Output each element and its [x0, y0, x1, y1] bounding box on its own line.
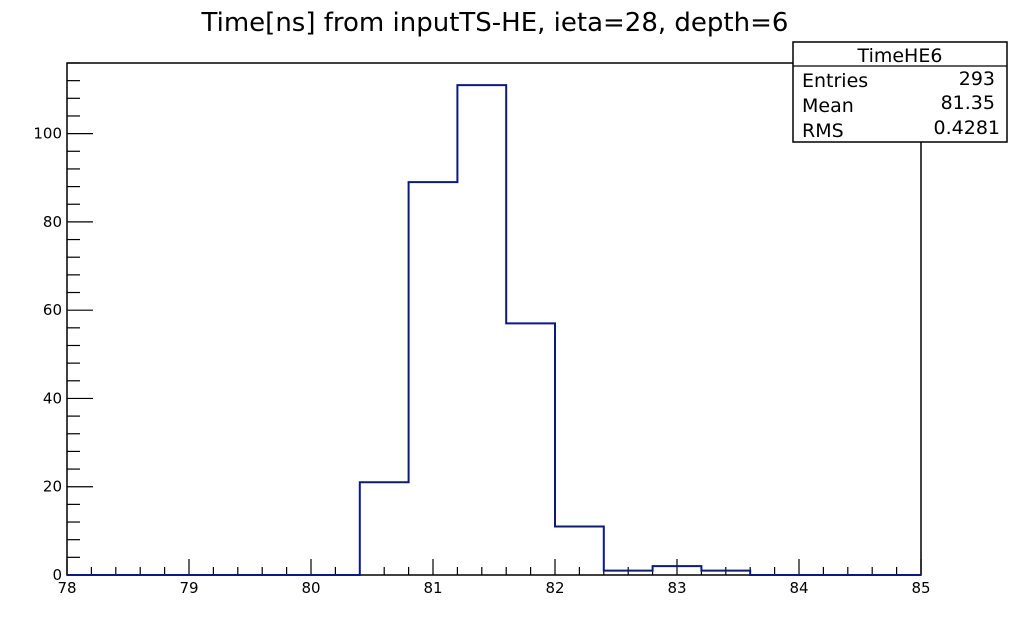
stats-entries-value: 293: [959, 68, 995, 90]
stats-mean-label: Mean: [802, 95, 854, 117]
plot-frame: [66, 62, 922, 576]
histogram-bin: [457, 85, 506, 575]
stats-rms-label: RMS: [802, 120, 844, 142]
histogram-bin: [555, 526, 604, 575]
x-tick-label: 83: [667, 579, 686, 597]
y-tick-label: 100: [33, 125, 62, 143]
y-tick-label: 40: [43, 389, 62, 407]
histogram-bin: [506, 323, 555, 575]
x-tick-label: 78: [57, 579, 76, 597]
x-tick-label: 79: [179, 579, 198, 597]
histogram-bin: [360, 482, 409, 575]
x-tick-label: 85: [911, 579, 930, 597]
histogram-series: [67, 84, 921, 576]
y-tick-label: 20: [43, 478, 62, 496]
stats-mean-value: 81.35: [941, 92, 995, 114]
x-tick-label: 84: [789, 579, 808, 597]
x-tick-label: 80: [301, 579, 320, 597]
y-axis: 0 20 40 60 80 100: [33, 62, 93, 584]
histogram-bin: [409, 182, 458, 575]
stats-box-frame: [792, 41, 1008, 143]
y-tick-label: 0: [52, 566, 62, 584]
x-tick-label: 81: [423, 579, 442, 597]
y-tick-label: 80: [43, 213, 62, 231]
stats-box: TimeHE6 Entries 293 Mean 81.35 RMS 0.428…: [792, 41, 1008, 143]
histogram-bin: [653, 566, 702, 575]
x-axis: 78 79 80 81 82 83 84 85: [57, 559, 931, 597]
y-tick-label: 60: [43, 301, 62, 319]
stats-rms-value: 0.4281: [934, 117, 1000, 139]
chart-title: Time[ns] from inputTS-HE, ieta=28, depth…: [201, 8, 789, 38]
histogram-outline: [67, 84, 921, 576]
stats-entries-label: Entries: [802, 70, 868, 92]
histogram-bin: [604, 571, 653, 575]
stats-box-name: TimeHE6: [857, 45, 943, 67]
histogram-bin: [701, 571, 750, 575]
x-tick-label: 82: [545, 579, 564, 597]
